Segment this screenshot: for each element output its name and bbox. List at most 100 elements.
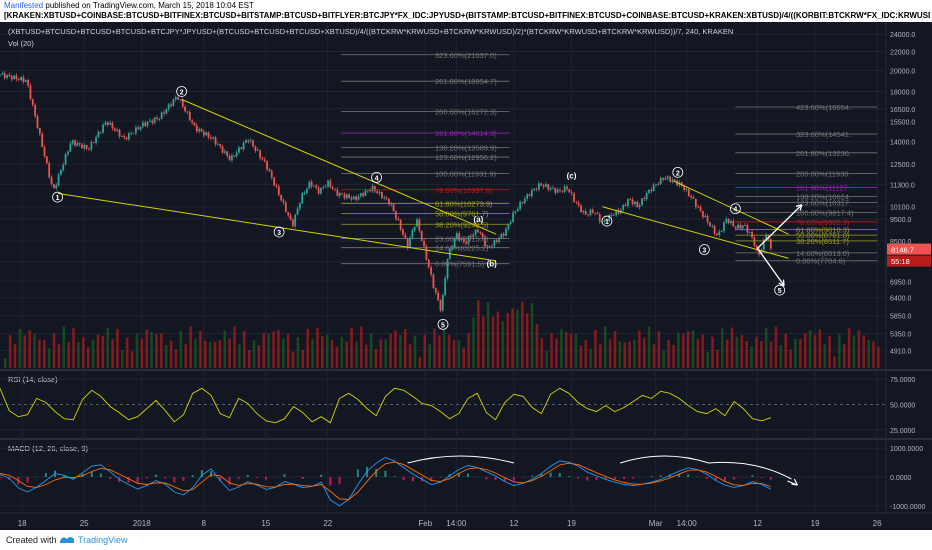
volume-bar	[277, 329, 280, 368]
volume-bar	[208, 342, 212, 368]
candle-body	[27, 80, 30, 86]
candle-body	[273, 177, 276, 186]
candle-body	[146, 121, 149, 126]
candle-body	[233, 155, 236, 157]
candle-body	[60, 169, 62, 175]
candle-body	[64, 154, 67, 165]
macd-histogram-bar	[320, 474, 323, 477]
candle-body	[78, 143, 81, 145]
macd-histogram-bar	[457, 472, 460, 477]
volume-bar	[82, 337, 85, 368]
candle-body	[198, 128, 201, 132]
price-tick-label: 18000.0	[890, 89, 915, 96]
macd-histogram-bar	[760, 477, 763, 478]
candle-body	[202, 131, 205, 136]
x-tick-label: Feb	[418, 519, 432, 528]
volume-bar	[384, 339, 387, 368]
volume-bar	[145, 329, 148, 368]
candle-body	[615, 210, 618, 215]
candle-body	[268, 169, 271, 172]
candle-body	[746, 225, 749, 233]
volume-bar	[174, 349, 178, 368]
candle-body	[739, 224, 742, 229]
tradingview-brand[interactable]: TradingView	[78, 535, 128, 545]
candle-body	[699, 206, 702, 211]
volume-bar	[813, 334, 817, 368]
candle-body	[341, 193, 343, 195]
volume-bar	[238, 344, 241, 368]
macd-histogram-bar	[650, 476, 653, 477]
candle-body	[343, 194, 346, 199]
candle-body	[453, 238, 456, 248]
candle-body	[643, 198, 646, 200]
footer: Created with TradingView	[0, 530, 932, 550]
volume-bar	[369, 333, 373, 368]
volume-bar	[599, 344, 602, 368]
candle-body	[477, 229, 479, 233]
volume-bar	[125, 337, 129, 368]
candle-body	[371, 185, 374, 192]
candle-body	[430, 267, 432, 275]
candle-body	[296, 208, 299, 215]
candle-body	[90, 142, 93, 150]
macd-histogram-bar	[99, 473, 102, 477]
macd-tick-label: 0.0000	[890, 475, 912, 482]
candle-body	[153, 117, 156, 123]
candle-body	[137, 127, 140, 130]
macd-histogram-bar	[182, 477, 185, 482]
macd-histogram-bar	[145, 477, 148, 479]
candle-body	[134, 127, 137, 134]
volume-bar	[169, 340, 173, 368]
candle-body	[301, 193, 304, 204]
macd-histogram-bar	[411, 477, 414, 482]
candle-body	[334, 188, 336, 190]
x-tick-label: 19	[811, 519, 820, 528]
volume-bar	[677, 332, 680, 368]
volume-bar	[833, 356, 836, 368]
macd-histogram-bar	[733, 477, 736, 480]
macd-histogram-bar	[26, 477, 29, 483]
volume-bar	[321, 336, 324, 368]
volume-bar	[335, 346, 339, 368]
volume-bar	[194, 338, 197, 368]
macd-histogram-bar	[173, 477, 176, 483]
fib-level-label: 23.60%(8615.8)	[435, 234, 489, 243]
fib-level-label: 78.60%(10997.8)	[435, 186, 493, 195]
macd-histogram-bar	[430, 477, 433, 482]
candle-body	[758, 250, 761, 255]
candle-body	[120, 136, 123, 137]
candle-body	[163, 112, 165, 114]
candle-body	[664, 178, 667, 180]
candle-body	[6, 74, 8, 78]
candle-body	[338, 193, 341, 196]
volume-bar	[272, 331, 275, 368]
price-tick-label: 9500.0	[890, 217, 912, 224]
candle-body	[516, 208, 519, 212]
candle-body	[130, 133, 133, 135]
candle-body	[423, 241, 425, 247]
volume-bar	[164, 345, 168, 368]
chart-canvas[interactable]: 18 25 2018 8 15 22 Feb 14:00 12 19 Mar 14:00 12 19 262…	[0, 22, 932, 530]
candle-body	[67, 151, 69, 155]
candle-body	[31, 99, 34, 105]
candle-body	[221, 146, 224, 153]
author-link[interactable]: Manifested	[4, 1, 44, 10]
rsi-line	[0, 387, 771, 424]
candle-body	[402, 229, 404, 235]
macd-tick-label: 1000.0000	[890, 446, 923, 453]
candle-body	[34, 104, 37, 117]
volume-bar	[86, 347, 90, 368]
volume-bars	[4, 300, 880, 368]
candle-body	[467, 235, 470, 244]
trendline	[673, 180, 789, 235]
candle-body	[324, 186, 327, 188]
volume-bar	[423, 334, 426, 368]
candle-body	[603, 220, 606, 222]
x-tick-label: 15	[261, 519, 270, 528]
volume-bar	[243, 330, 246, 368]
candle-body	[495, 240, 498, 243]
macd-histogram-bar	[723, 477, 726, 481]
volume-bar	[847, 328, 851, 368]
candle-body	[685, 189, 688, 191]
candle-body	[659, 178, 662, 185]
